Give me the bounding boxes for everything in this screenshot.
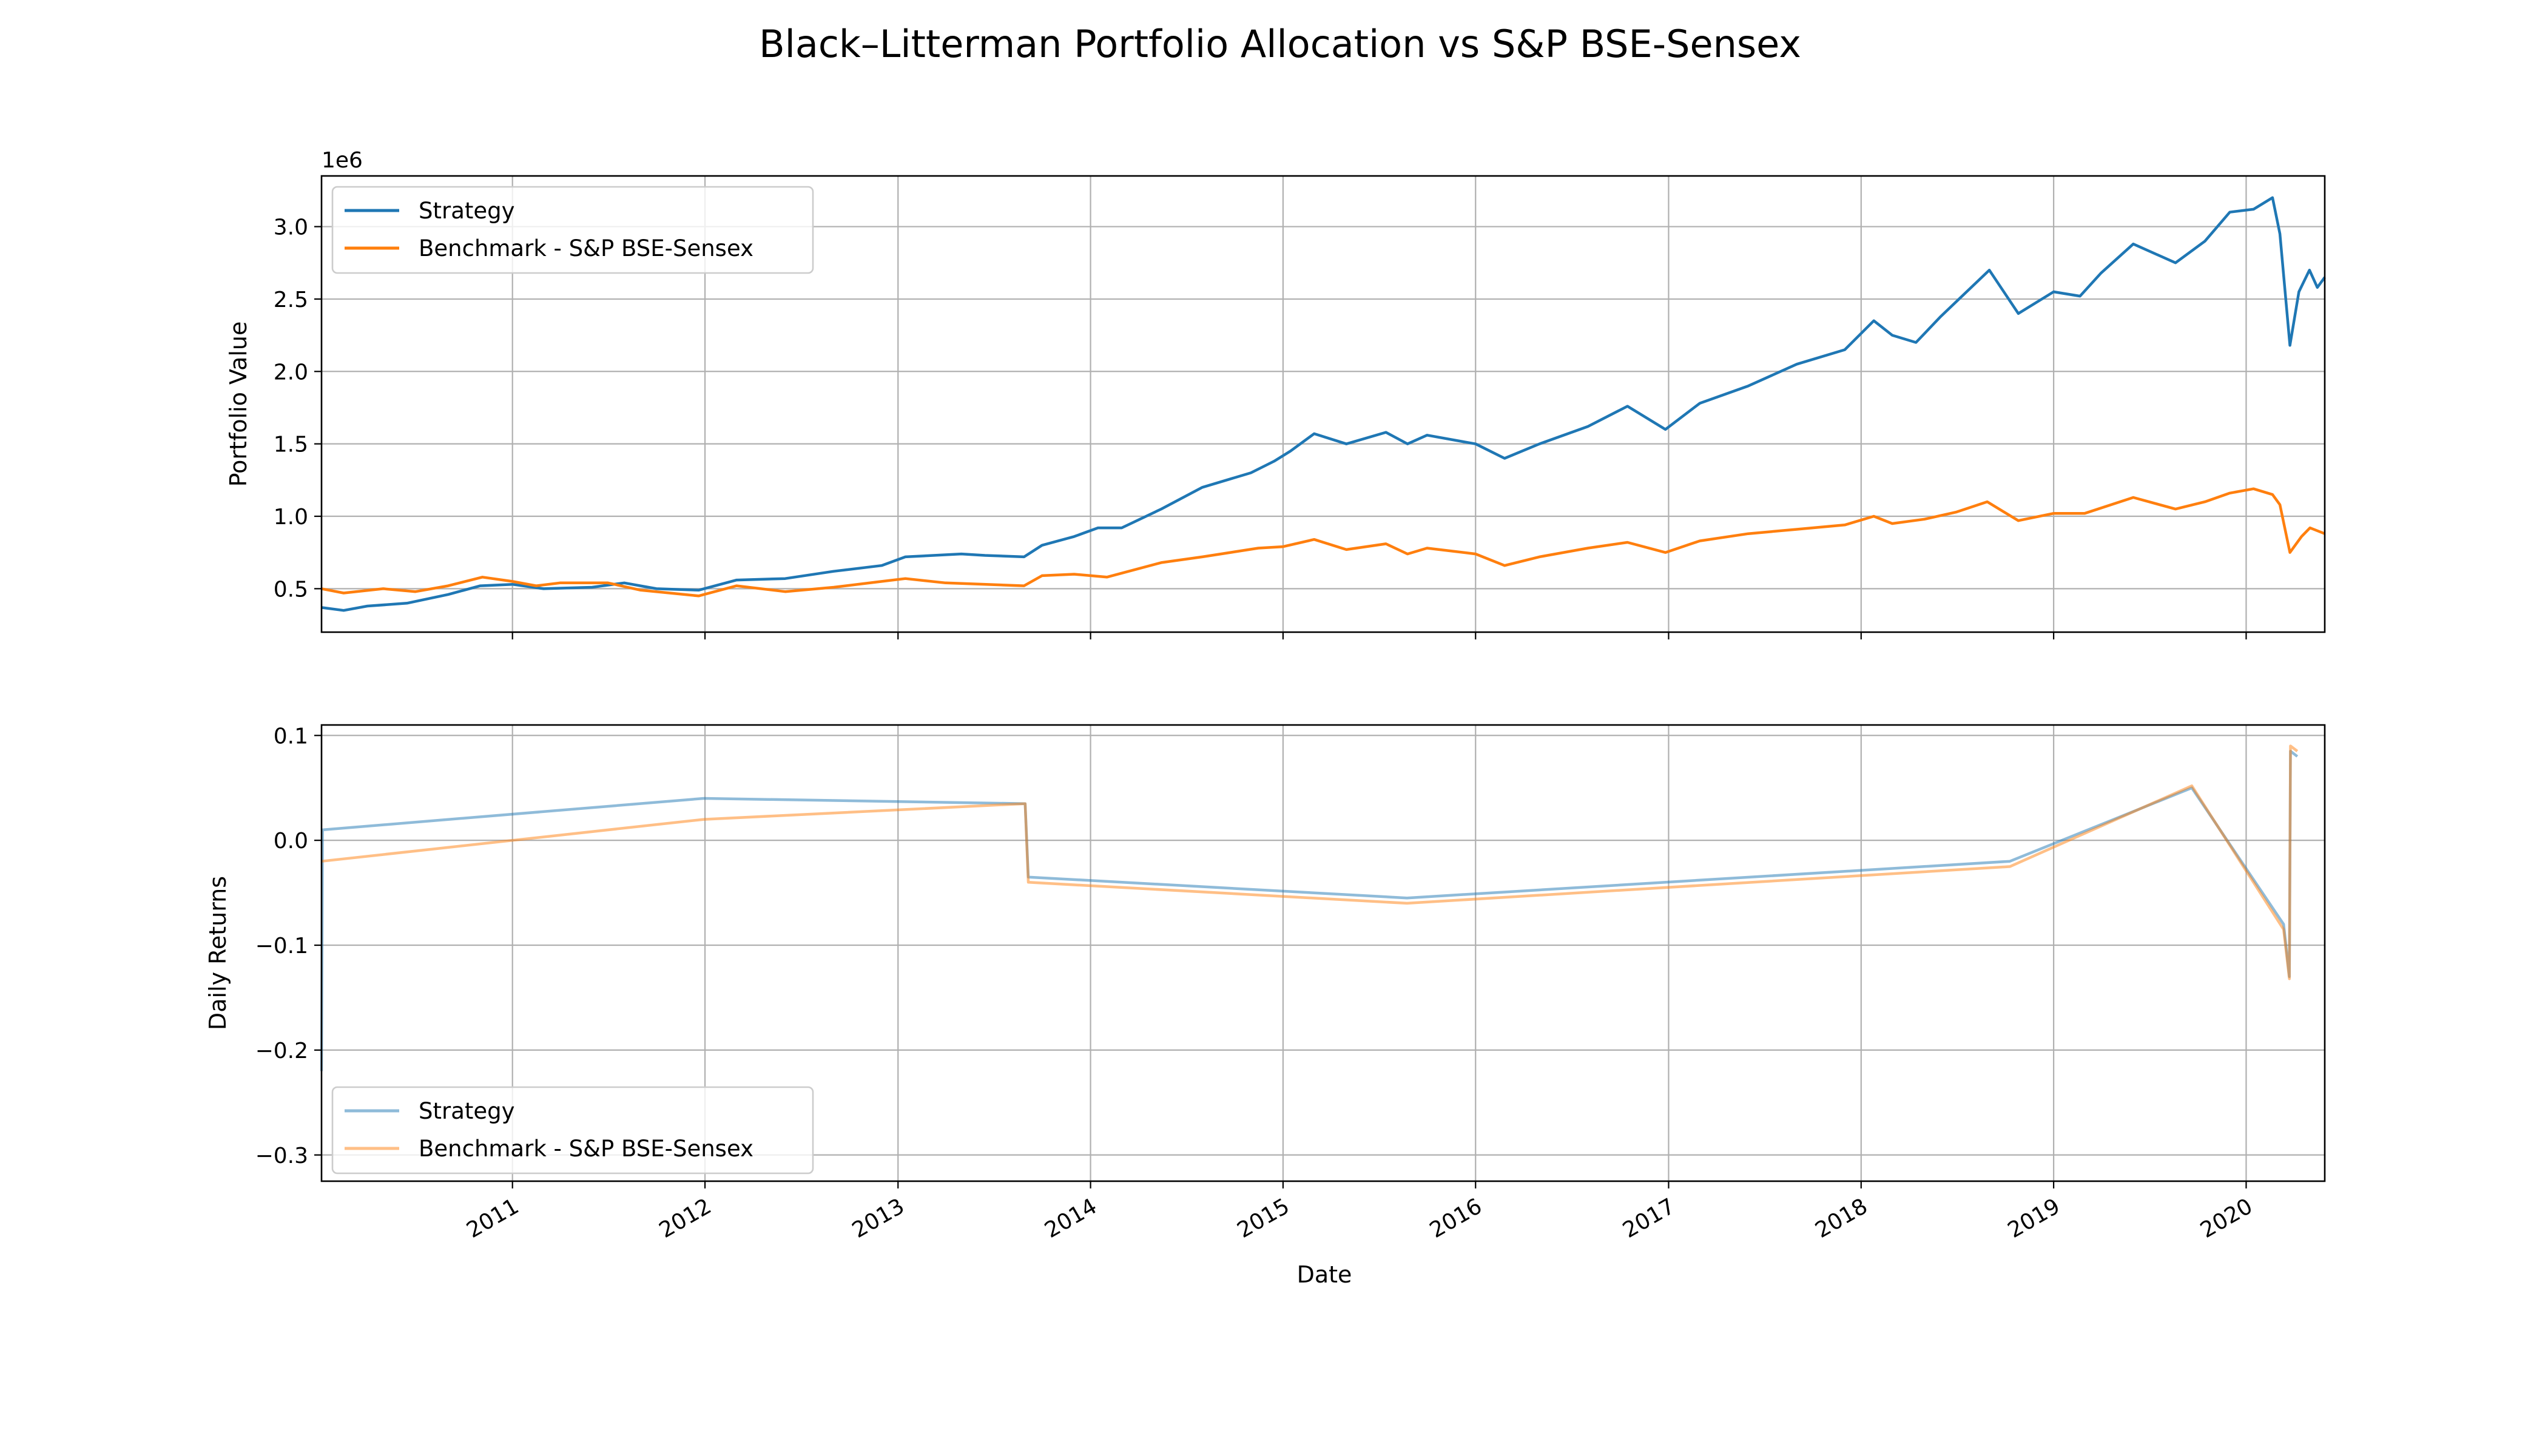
y-tick-label: 1.5 — [274, 433, 308, 457]
y-tick-label: 0.0 — [274, 829, 308, 854]
y-tick-label: 1.0 — [274, 505, 308, 530]
legend-label-benchmark: Benchmark - S&P BSE-Sensex — [419, 1136, 753, 1162]
series-lines — [320, 744, 2299, 1071]
y-tick-label: 3.0 — [274, 215, 308, 240]
y-tick-label: 0.5 — [274, 577, 308, 602]
chart-title: Black–Litterman Portfolio Allocation vs … — [759, 22, 1801, 66]
series-line-benchmark — [321, 487, 2325, 598]
y-axis: 0.5 1.0 1.5 2.0 2.5 3.0 — [274, 215, 2247, 639]
legend: Strategy Benchmark - S&P BSE-Sensex — [331, 186, 814, 274]
legend-label-strategy: Strategy — [419, 198, 515, 224]
y-tick-label: 0.1 — [274, 724, 308, 749]
series-lines — [321, 196, 2326, 612]
axes-frame — [320, 175, 2326, 633]
y-axis-label: Portfolio Value — [225, 322, 252, 487]
series-line-benchmark — [321, 744, 2299, 980]
y-tick-label: −0.3 — [255, 1144, 308, 1168]
y-tick-label: −0.1 — [255, 934, 308, 959]
legend-label-benchmark: Benchmark - S&P BSE-Sensex — [419, 235, 753, 261]
legend-box — [331, 1086, 814, 1175]
portfolio-value-panel: 0.5 1.0 1.5 2.0 2.5 3.0 1e6 Portfolio Value S… — [225, 148, 2326, 639]
y-axis: −0.3 −0.2 −0.1 0.0 0.1 — [255, 724, 2247, 1188]
offset-label: 1e6 — [322, 148, 363, 173]
legend-label-strategy: Strategy — [419, 1098, 515, 1124]
x-axis-label: Date — [1297, 1261, 1352, 1288]
y-tick-label: 2.0 — [274, 360, 308, 385]
series-line-strategy — [321, 196, 2326, 612]
y-tick-label: −0.2 — [255, 1039, 308, 1063]
y-axis-label: Daily Returns — [204, 876, 231, 1030]
legend: Strategy Benchmark - S&P BSE-Sensex — [331, 1086, 814, 1175]
y-tick-label: 2.5 — [274, 288, 308, 312]
axes-frame — [320, 724, 2326, 1182]
legend-box — [331, 186, 814, 274]
